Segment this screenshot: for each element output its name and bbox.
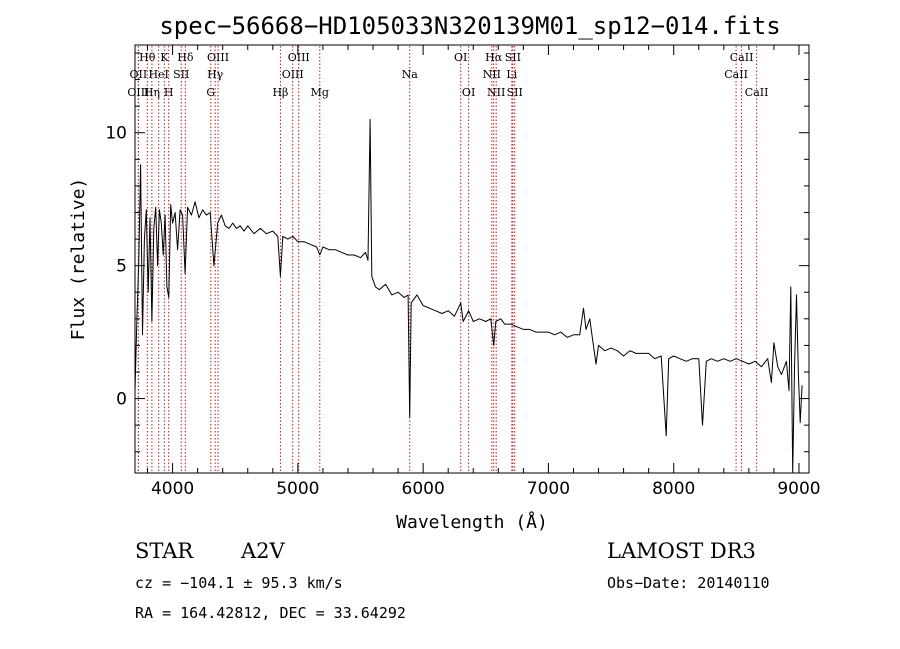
y-tick-label: 10 <box>105 124 127 144</box>
spectral-line-label: Hα <box>485 51 503 64</box>
y-axis-label: Flux (relative) <box>68 178 89 341</box>
y-tick-label: 0 <box>116 390 127 410</box>
chart-title: spec−56668−HD105033N320139M01_sp12−014.f… <box>159 12 780 40</box>
y-tick-label: 5 <box>116 257 127 277</box>
spectral-line-label: OII <box>130 68 148 81</box>
spectral-line-label: OIII <box>288 51 310 64</box>
x-axis-label: Wavelength (Å) <box>396 511 548 533</box>
x-tick-label: 5000 <box>276 479 319 499</box>
spectral-line-label: HeI <box>148 68 168 81</box>
x-tick-label: 8000 <box>652 479 695 499</box>
x-tick-label: 4000 <box>151 479 194 499</box>
coordinates: RA = 164.42812, DEC = 33.64292 <box>135 604 406 622</box>
object-class: STAR <box>135 539 194 563</box>
spectral-line-label: Hη <box>144 86 160 99</box>
plot-frame <box>134 44 810 474</box>
spectral-line-markers <box>137 46 758 472</box>
spectral-line-label: OIII <box>282 68 304 81</box>
axis-ticks: 4000 5000 6000 7000 8000 9000 0 5 10 <box>105 45 821 499</box>
spectral-line-label: Hθ <box>139 51 156 64</box>
spectral-line-label: CaII <box>724 68 748 81</box>
survey-name: LAMOST DR3 <box>607 539 756 563</box>
spectral-line-label: OIII <box>207 51 229 64</box>
spectral-line-label: SII <box>505 51 521 64</box>
spectral-line-label: NII <box>487 86 505 99</box>
object-subclass: A2V <box>241 539 285 563</box>
spectral-line-label: Na <box>402 68 419 81</box>
spectral-line-label: SII <box>507 86 523 99</box>
spectral-line-label: Hβ <box>272 86 288 99</box>
x-tick-label: 9000 <box>777 479 820 499</box>
spectral-line-label: SII <box>173 68 189 81</box>
spectral-line-label: H <box>164 86 174 99</box>
spectral-line-label: CaII <box>745 86 769 99</box>
series-layer <box>134 118 803 474</box>
x-tick-label: 6000 <box>402 479 445 499</box>
spectral-line-label: Hδ <box>177 51 194 64</box>
spectral-line-label: G <box>206 86 215 99</box>
spectral-line-label: K <box>160 51 169 64</box>
redshift-text: cz = −104.1 ± 95.3 km/s <box>135 574 343 592</box>
spectral-line-label: CaII <box>730 51 754 64</box>
spectral-line-label: Hγ <box>207 68 224 81</box>
spectral-line-label: OI <box>462 86 475 99</box>
spectral-line-label: OI <box>454 51 467 64</box>
obs-date: Obs−Date: 20140110 <box>607 574 770 592</box>
spectral-line-label: Mg <box>311 86 329 99</box>
spectral-line-label: Li <box>506 68 517 81</box>
spectrum-line <box>134 118 803 474</box>
spectral-line-label: OIII <box>127 86 149 99</box>
spectral-line-labels: Hθ OII OIII K HeI Hη H SII Hδ OIII Hγ G OIII OIII Hβ Mg… <box>127 51 768 99</box>
spectral-line-label: NII <box>483 68 501 81</box>
x-tick-label: 7000 <box>527 479 570 499</box>
